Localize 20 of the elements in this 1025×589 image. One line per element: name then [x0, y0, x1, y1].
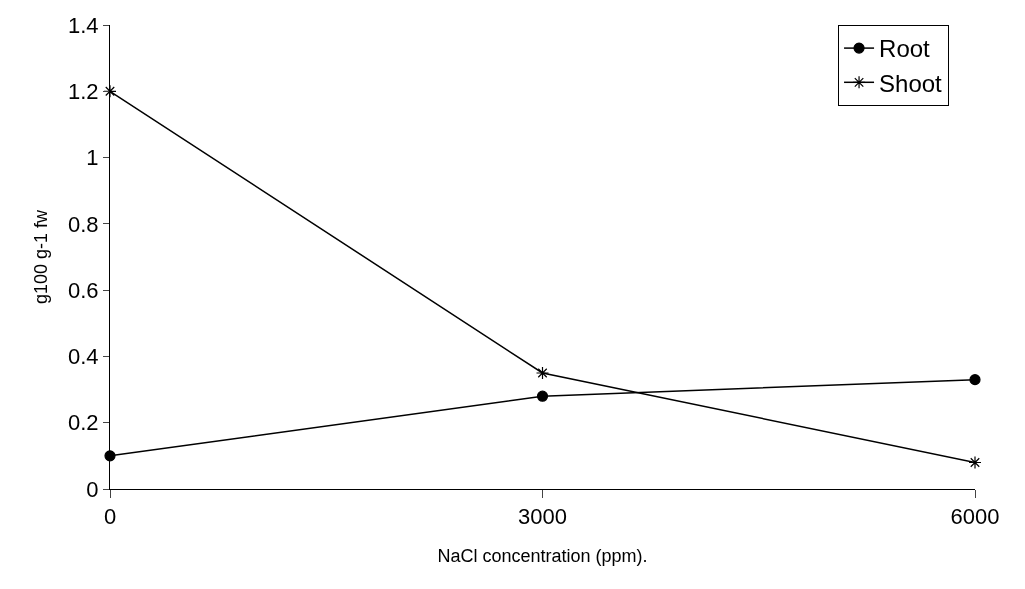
y-tick-label: 0	[86, 476, 99, 502]
y-tick-label: 0.4	[68, 344, 99, 370]
legend-label: Shoot	[879, 69, 943, 97]
legend-label: Root	[879, 35, 931, 63]
y-tick-label: 0.6	[68, 277, 99, 303]
y-tick-label: 1.4	[68, 12, 99, 38]
x-tick-label: 6000	[950, 504, 1000, 530]
y-tick-label: 1.2	[68, 78, 99, 104]
x-tick-label: 0	[103, 504, 117, 530]
point	[968, 455, 982, 470]
point	[535, 366, 550, 380]
x-axis-title: NaCl concentration (ppm).	[437, 545, 648, 566]
y-tick-label: 0.8	[68, 211, 99, 237]
y-axis-title: g100 g-1 fw	[31, 208, 52, 305]
x-tick-label: 3000	[518, 504, 567, 530]
y-tick-label: 0.2	[68, 410, 99, 436]
point	[536, 390, 549, 402]
y-tick-label: 1	[86, 145, 99, 171]
point	[103, 84, 117, 98]
point	[969, 374, 981, 386]
